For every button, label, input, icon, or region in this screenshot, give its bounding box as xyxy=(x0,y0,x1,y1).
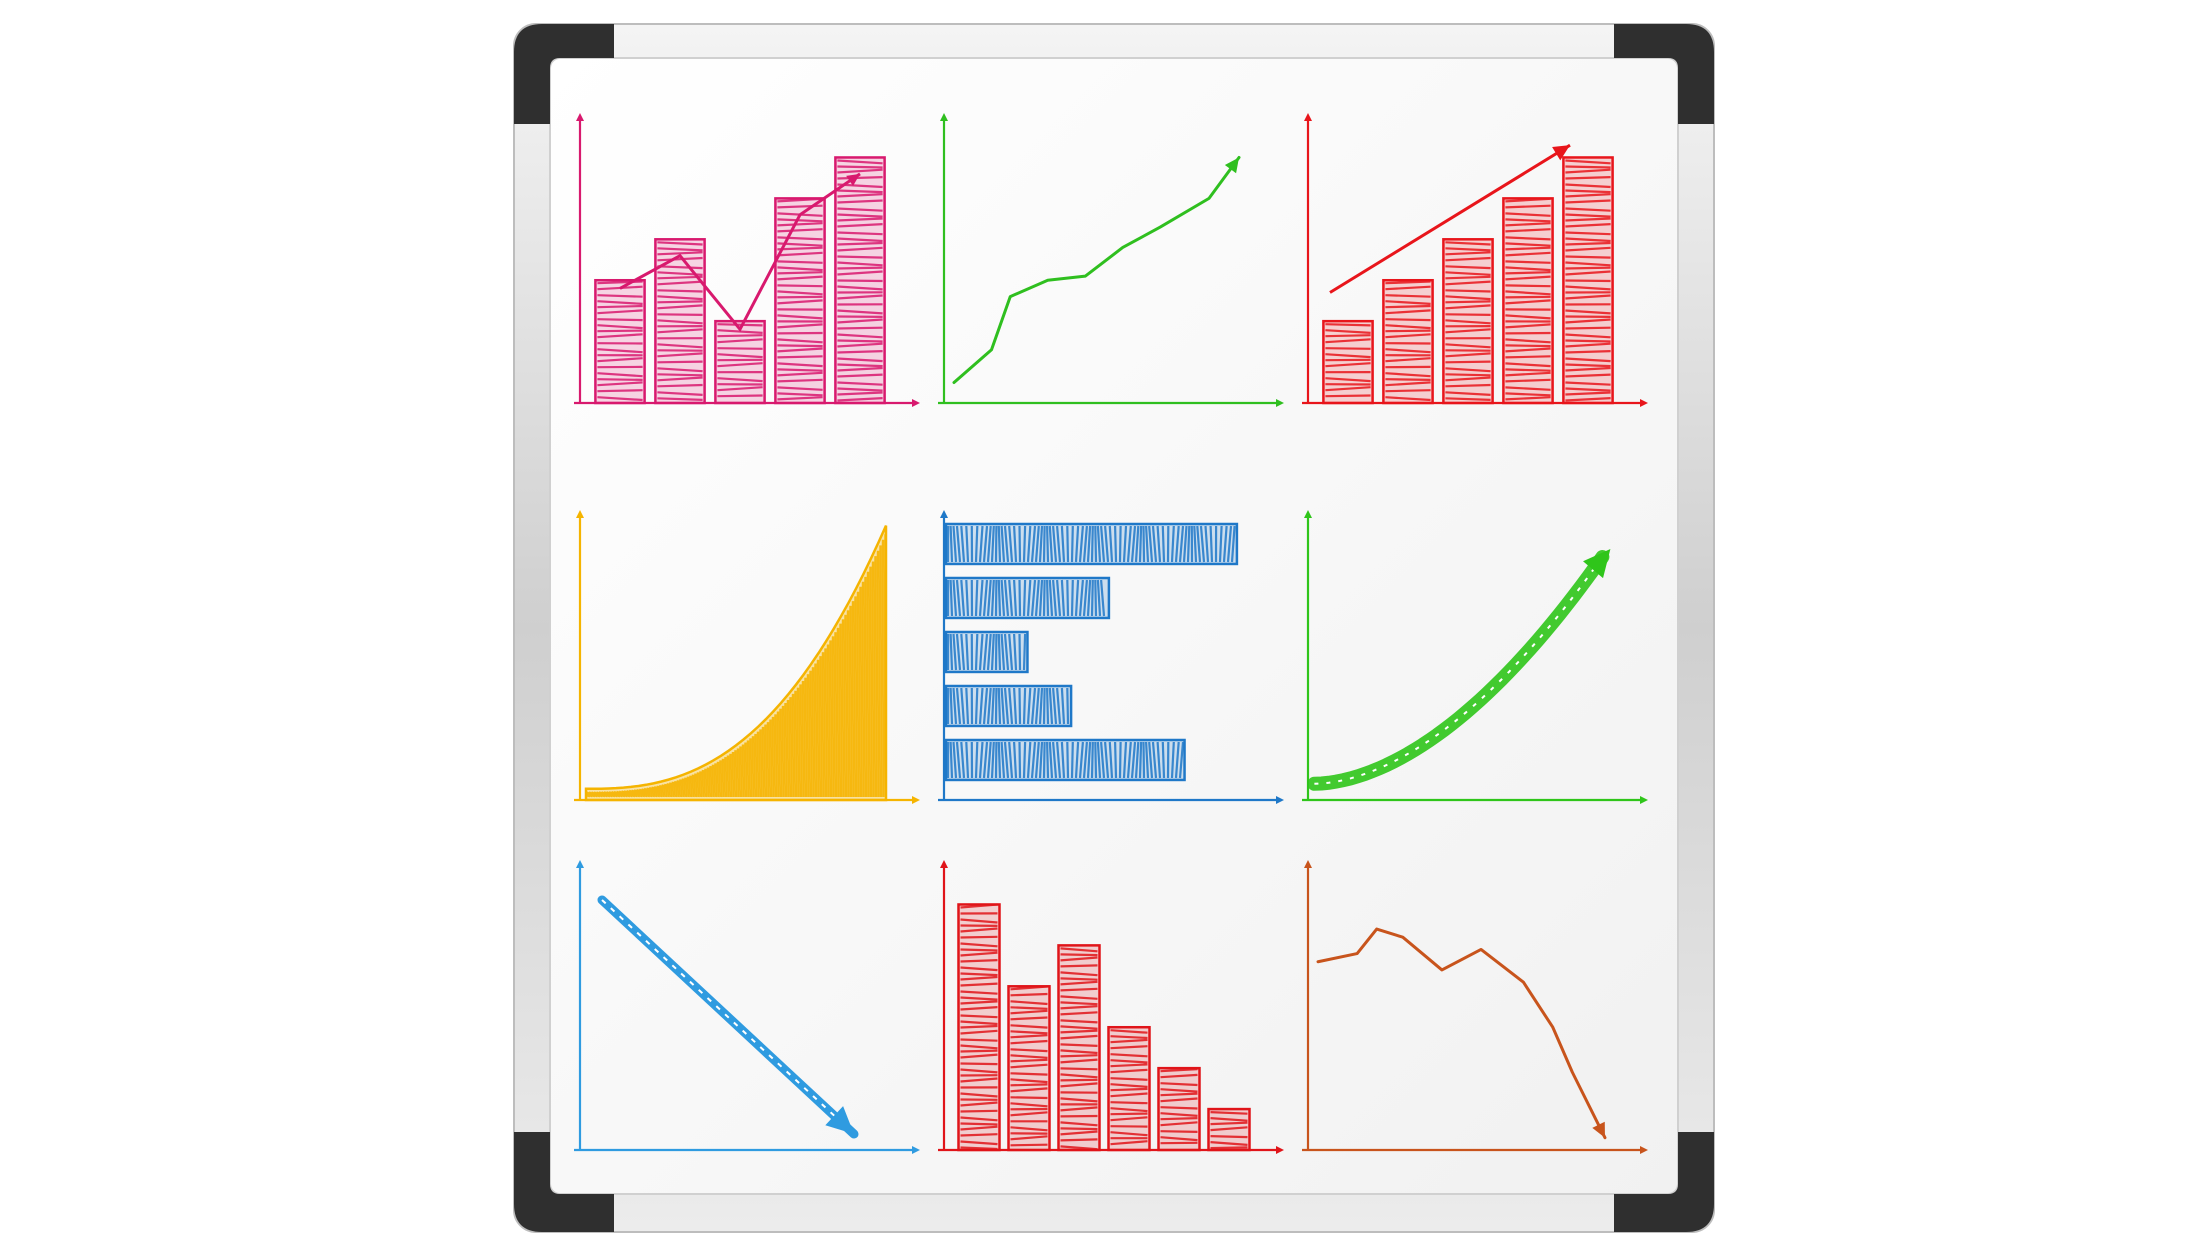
series-line-highlight xyxy=(1314,556,1604,785)
chart-top-right xyxy=(1302,113,1648,407)
trend-arrow-icon xyxy=(846,173,860,186)
x-axis-arrow-icon xyxy=(1640,796,1648,804)
bar-hatching xyxy=(1110,1029,1148,1146)
bar-hatching xyxy=(1565,159,1611,402)
bar xyxy=(1057,944,1101,1152)
bar-hatching xyxy=(837,159,883,402)
bar-hatching xyxy=(1060,947,1098,1151)
corner-cap-top-left xyxy=(514,24,614,124)
series-arrow-icon xyxy=(1592,1121,1605,1138)
chart-bottom-right xyxy=(1302,860,1648,1154)
trend-line xyxy=(619,172,861,333)
series-line xyxy=(952,155,1241,385)
bar-hatching xyxy=(1505,197,1551,401)
bar-hatching xyxy=(946,741,1185,779)
bar-hatching xyxy=(1210,1111,1248,1150)
bar-hatching xyxy=(1385,280,1431,402)
y-axis-arrow-icon xyxy=(1304,510,1312,518)
chart-middle-right xyxy=(1302,510,1648,804)
bar-hatching xyxy=(1160,1068,1198,1145)
chart-bottom-center xyxy=(938,860,1284,1154)
series-arrow-icon xyxy=(825,1106,854,1135)
series-arrow-icon xyxy=(1224,157,1239,174)
x-axis-arrow-icon xyxy=(1276,796,1284,804)
y-axis-arrow-icon xyxy=(576,510,584,518)
bar-hatching xyxy=(946,687,1070,725)
growth-arrow-icon xyxy=(1552,145,1570,161)
y-axis-arrow-icon xyxy=(1304,113,1312,121)
y-axis-arrow-icon xyxy=(940,510,948,518)
chart-bottom-left xyxy=(574,860,920,1154)
y-axis-arrow-icon xyxy=(940,113,948,121)
x-axis-arrow-icon xyxy=(912,399,920,407)
bar-hatching xyxy=(946,579,1106,617)
corner-cap-bottom-left xyxy=(514,1132,614,1232)
growth-arrow-line xyxy=(1329,143,1571,294)
bar-hatching xyxy=(946,525,1236,563)
series-line-highlight xyxy=(601,899,855,1135)
x-axis-arrow-icon xyxy=(1276,399,1284,407)
bar-hatching xyxy=(946,633,1027,671)
series-line xyxy=(1316,927,1607,1140)
corner-cap-bottom-right xyxy=(1614,1132,1714,1232)
y-axis-arrow-icon xyxy=(576,860,584,868)
y-axis-arrow-icon xyxy=(940,860,948,868)
bar-hatching xyxy=(1325,323,1371,398)
x-axis-arrow-icon xyxy=(912,796,920,804)
y-axis-arrow-icon xyxy=(1304,860,1312,868)
y-axis-arrow-icon xyxy=(576,113,584,121)
bar-hatching xyxy=(657,241,703,401)
chart-middle-center xyxy=(938,510,1284,804)
bar-hatching xyxy=(597,280,643,402)
area-hatching xyxy=(584,534,887,798)
x-axis-arrow-icon xyxy=(1276,1146,1284,1154)
x-axis-arrow-icon xyxy=(912,1146,920,1154)
bar-hatching xyxy=(1445,241,1491,401)
chart-top-left xyxy=(574,113,920,407)
bar-hatching xyxy=(777,197,823,401)
bar-hatching xyxy=(960,903,998,1151)
chart-top-center xyxy=(938,113,1284,407)
charts-group xyxy=(574,113,1648,1154)
x-axis-arrow-icon xyxy=(1640,1146,1648,1154)
x-axis-arrow-icon xyxy=(1640,399,1648,407)
bar-hatching xyxy=(1010,985,1048,1147)
series-arrow-icon xyxy=(1583,549,1611,579)
board-surface xyxy=(549,57,1679,1195)
chart-middle-left xyxy=(574,510,920,804)
corner-cap-top-right xyxy=(1614,24,1714,124)
